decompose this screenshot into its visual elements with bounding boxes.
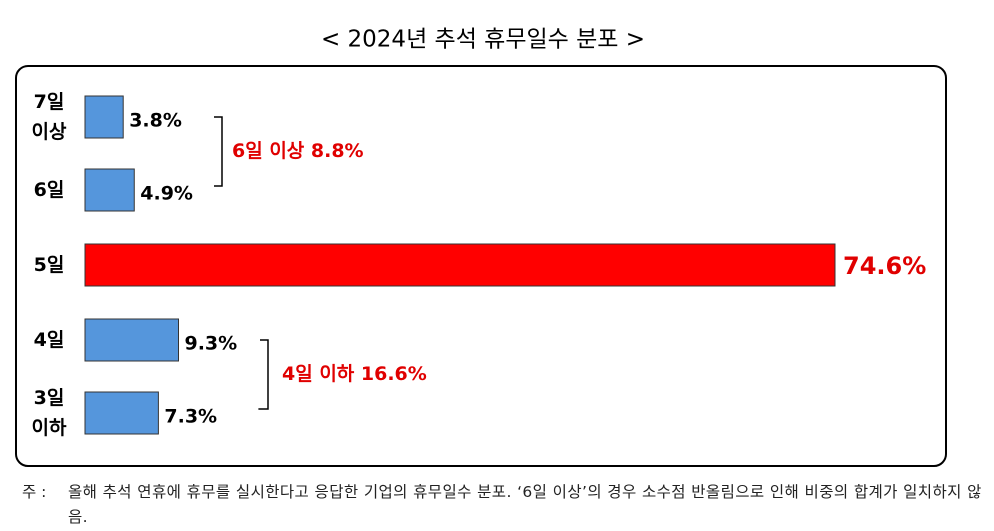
bar xyxy=(84,95,124,139)
category-label: 4일 xyxy=(33,329,65,351)
bar xyxy=(84,391,159,435)
chart-title: < 2024년 추석 휴무일수 분포 > xyxy=(321,27,645,53)
note-marker: 주 : xyxy=(22,483,47,501)
note-text: 올해 추석 연휴에 휴무를 실시한다고 응답한 기업의 휴무일수 분포. ‘6일… xyxy=(68,483,982,526)
value-label: 4.9% xyxy=(140,183,193,205)
bar xyxy=(84,318,179,362)
value-label: 9.3% xyxy=(184,333,237,355)
value-label: 7.3% xyxy=(164,406,217,428)
category-label: 5일 xyxy=(33,254,65,276)
annotation: 4일 이하 16.6% xyxy=(282,363,427,385)
value-label: 3.8% xyxy=(129,110,182,132)
category-label: 6일 xyxy=(33,179,65,201)
value-label: 74.6% xyxy=(843,252,926,280)
category-label: 7일 이상 xyxy=(31,91,67,143)
note: 주 : 올해 추석 연휴에 휴무를 실시한다고 응답한 기업의 휴무일수 분포.… xyxy=(22,480,982,530)
bracket xyxy=(214,116,223,187)
category-label: 3일 이하 xyxy=(31,387,67,439)
bar xyxy=(84,168,135,212)
bar xyxy=(84,243,836,287)
bracket xyxy=(258,339,269,410)
annotation: 6일 이상 8.8% xyxy=(232,140,364,162)
frame xyxy=(15,65,947,467)
